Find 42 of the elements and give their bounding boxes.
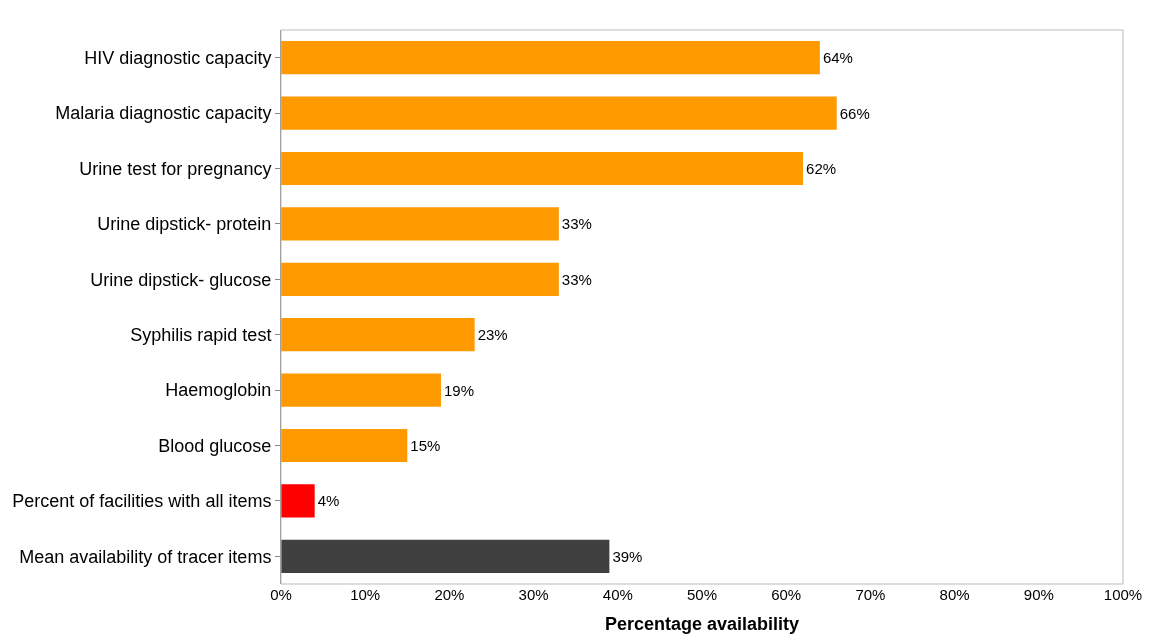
x-tick-label: 70% [855, 586, 886, 603]
x-tick-label: 0% [270, 586, 292, 603]
x-tick-label: 40% [602, 586, 633, 603]
x-tick-label: 20% [434, 586, 465, 603]
y-tick-label: Syphilis rapid test [130, 325, 272, 345]
x-tick-label: 50% [686, 586, 718, 603]
bar [281, 539, 610, 573]
bar [281, 318, 475, 352]
y-tick-label: Blood glucose [158, 435, 272, 456]
data-label: 4% [317, 492, 340, 510]
data-label: 33% [561, 270, 592, 288]
y-tick-label: Percent of facilities with all items [12, 491, 272, 512]
x-tick-label: 100% [1103, 586, 1143, 603]
data-label: 62% [806, 160, 837, 177]
bar [281, 151, 804, 186]
bar [281, 484, 315, 518]
x-tick-label: 10% [350, 586, 381, 603]
data-label: 19% [443, 381, 475, 399]
x-axis-title: Percentage availability [604, 614, 800, 635]
bar [281, 41, 820, 75]
data-label: 64% [822, 49, 853, 67]
bar [281, 373, 441, 407]
data-label: 15% [410, 437, 441, 454]
bar [281, 207, 559, 241]
data-label: 66% [839, 104, 870, 122]
x-tick-label: 90% [1023, 586, 1054, 603]
data-label: 23% [477, 326, 508, 344]
y-tick-label: Urine dipstick- glucose [90, 269, 272, 290]
y-tick-label: Mean availability of tracer items [19, 546, 272, 567]
x-tick-label: 60% [771, 586, 802, 603]
y-tick-label: Urine test for pregnancy [79, 158, 272, 179]
data-label: 39% [612, 547, 643, 565]
y-tick-label: Malaria diagnostic capacity [55, 103, 272, 124]
y-tick-label: HIV diagnostic capacity [84, 48, 272, 68]
data-label: 33% [561, 215, 592, 233]
x-tick-label: 30% [518, 586, 549, 603]
y-tick-label: Haemoglobin [165, 380, 272, 401]
x-tick-label: 80% [939, 586, 970, 603]
bar [281, 262, 559, 296]
bar [281, 96, 837, 130]
bar [281, 428, 408, 463]
y-tick-label: Urine dipstick- protein [97, 214, 272, 235]
